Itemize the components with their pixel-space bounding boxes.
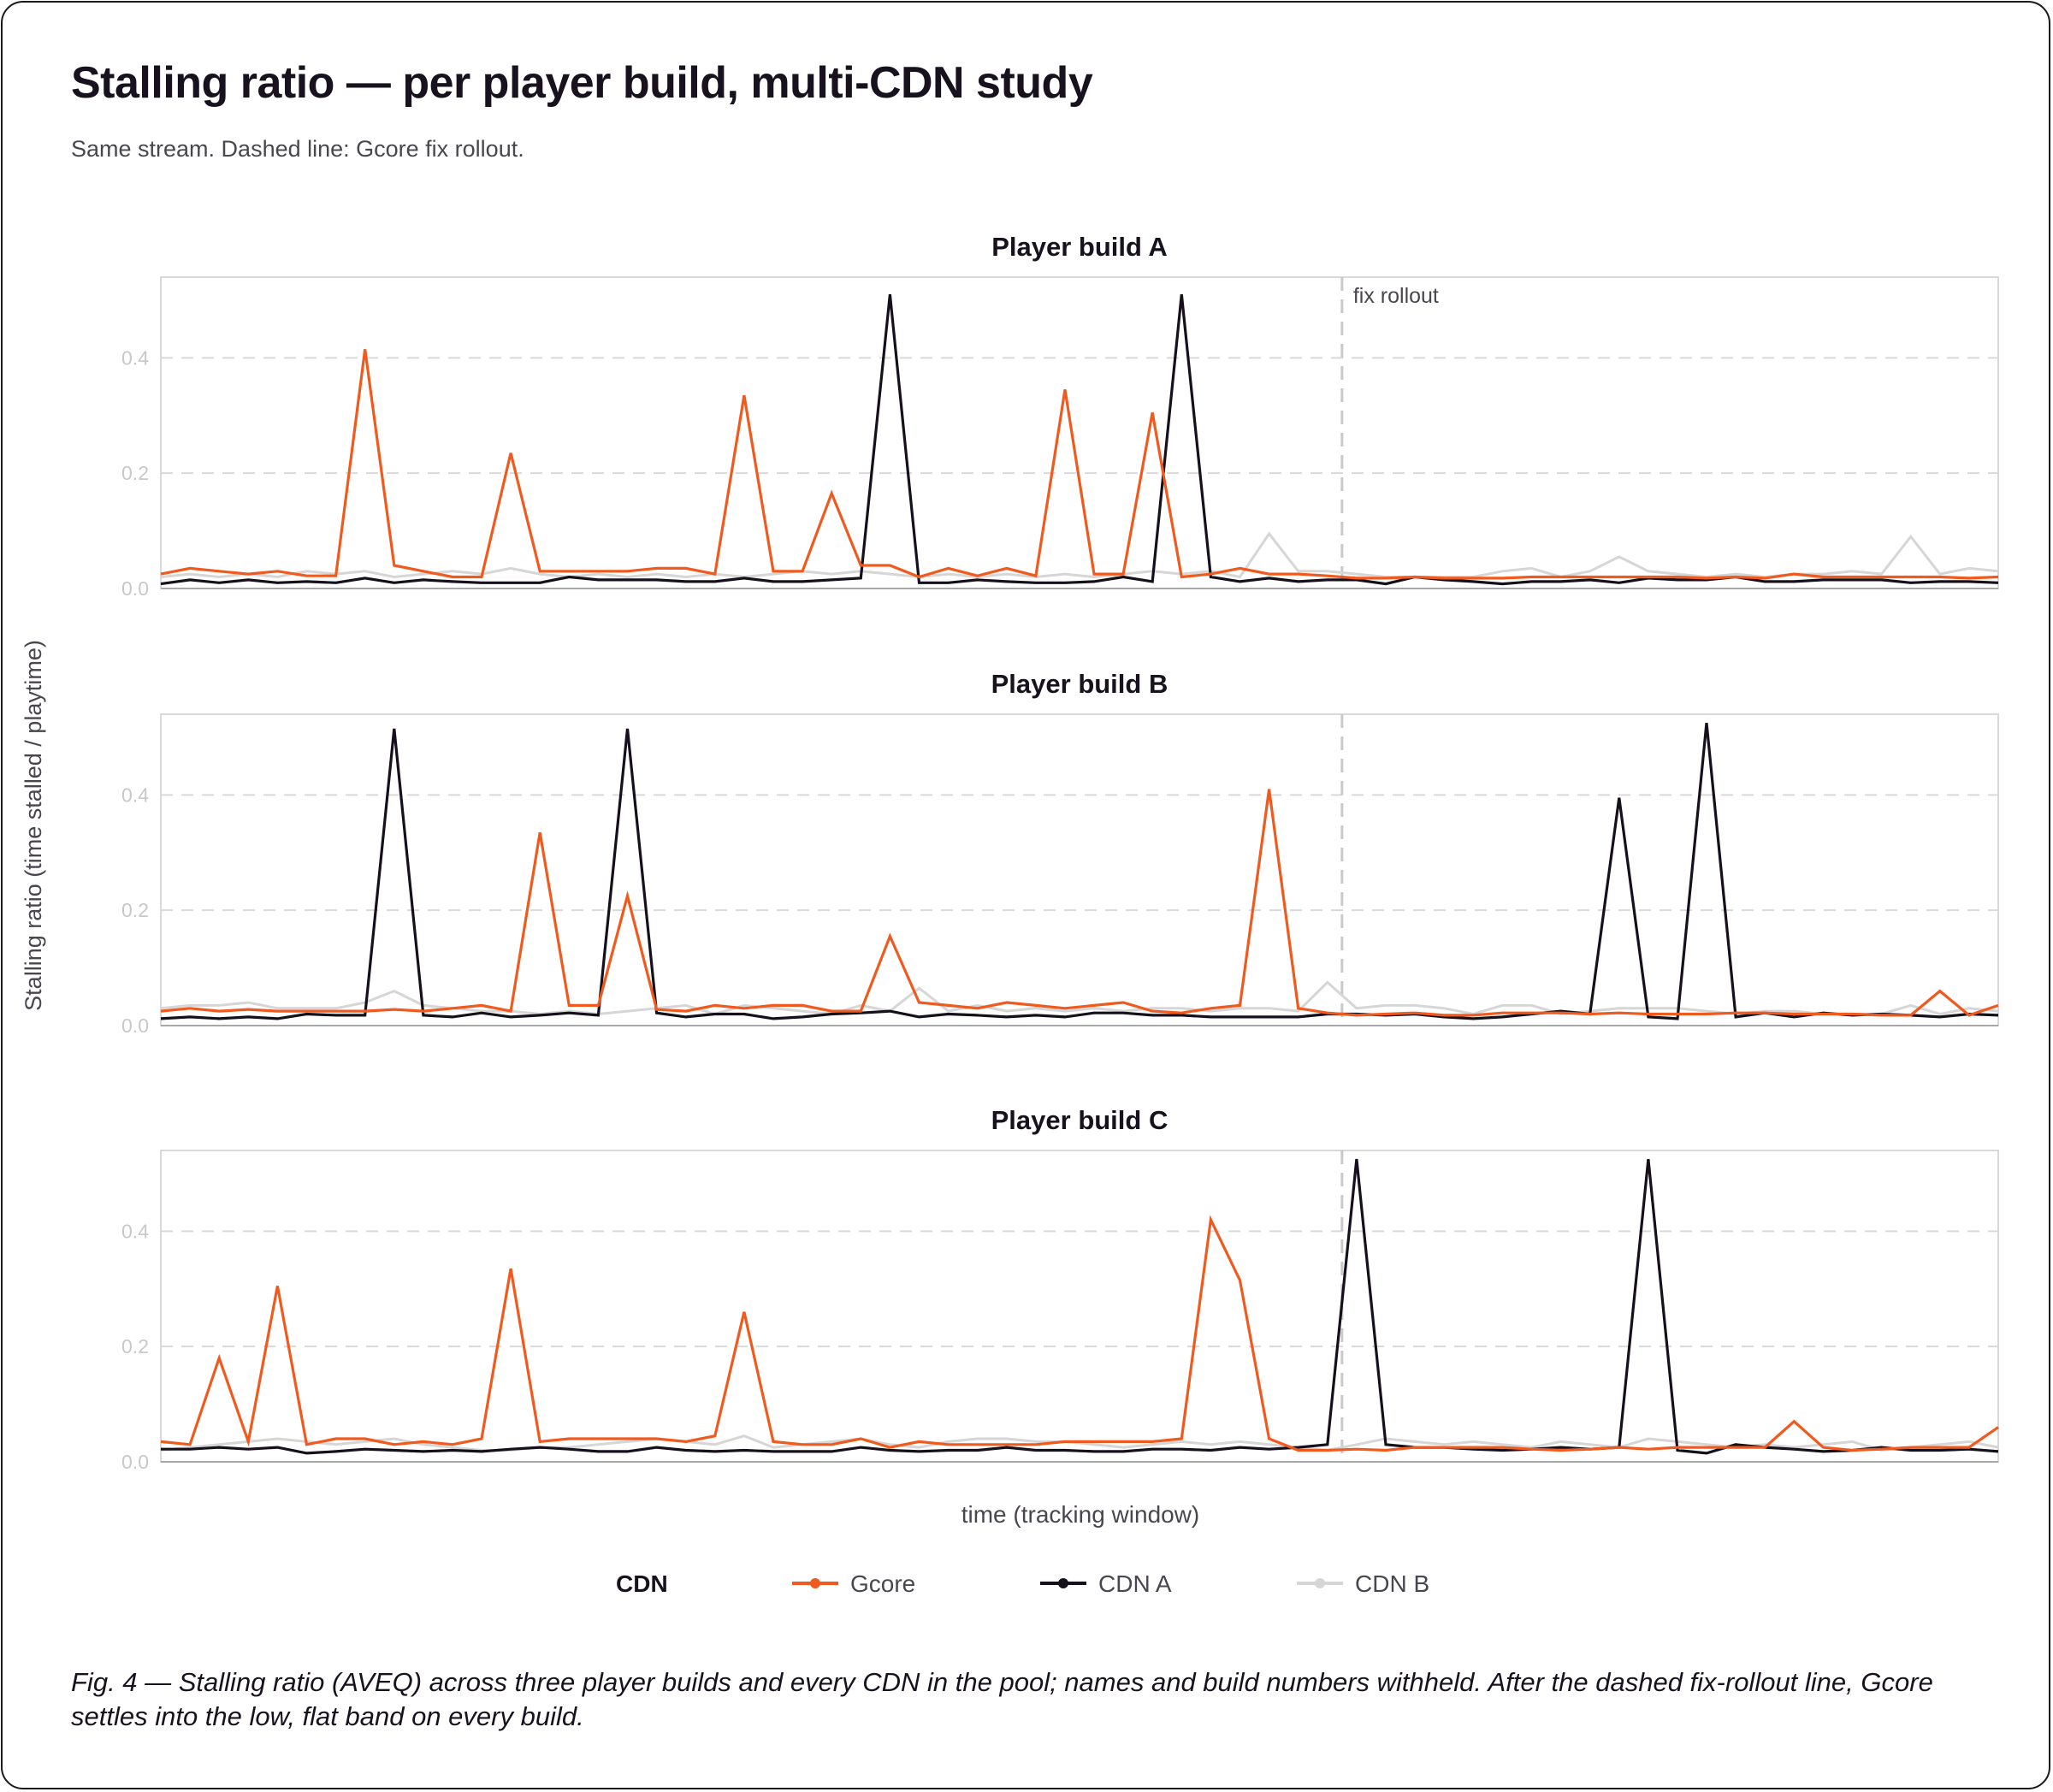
legend-title: CDN: [616, 1570, 668, 1597]
legend-swatch-dot: [1058, 1578, 1068, 1588]
legend-label: Gcore: [850, 1570, 915, 1597]
series-line-cdn-b: [160, 1434, 1999, 1452]
y-tick-label: 0.0: [121, 1451, 149, 1473]
chart-title: Stalling ratio — per player build, multi…: [71, 58, 1093, 108]
x-axis-label: time (tracking window): [961, 1501, 1200, 1528]
legend-label: CDN B: [1355, 1570, 1429, 1597]
figure-caption: Fig. 4 — Stalling ratio (AVEQ) across th…: [71, 1667, 1933, 1731]
panel-title: Player build C: [991, 1105, 1168, 1135]
y-tick-label: 0.0: [121, 1014, 149, 1037]
panel-a: Player build A 0.0 0.2 0.4 fix rollout: [121, 232, 1999, 600]
chart-subtitle: Same stream. Dashed line: Gcore fix roll…: [71, 136, 524, 162]
panel-frame: [160, 1150, 1999, 1463]
y-tick-label: 0.0: [121, 577, 149, 600]
series-line-gcore: [160, 349, 1999, 580]
series-line-cdn-b: [160, 980, 1999, 1016]
y-tick-label: 0.2: [121, 899, 149, 921]
panel-b: Player build B 0.0 0.2 0.4: [121, 669, 1999, 1037]
panel-title: Player build B: [991, 669, 1168, 699]
panel-frame: [160, 276, 1999, 589]
y-tick-label: 0.2: [121, 1335, 149, 1357]
series-line-gcore: [160, 789, 1999, 1017]
series-line-cdn-a: [161, 1158, 1999, 1455]
legend-entry: CDN A: [1040, 1570, 1172, 1597]
y-tick-label: 0.4: [121, 784, 149, 806]
y-tick-label: 0.4: [121, 1220, 149, 1242]
panel-frame: [160, 713, 1999, 1026]
fix-rollout-label: fix rollout: [1353, 284, 1439, 308]
legend-swatch-dot: [1315, 1578, 1325, 1588]
y-tick-label: 0.4: [121, 346, 149, 369]
panel-c: Player build C 0.0 0.2 0.4: [121, 1105, 1999, 1473]
legend-label: CDN A: [1098, 1570, 1172, 1597]
series-line-gcore: [160, 1215, 1999, 1452]
legend-swatch-dot: [810, 1578, 820, 1588]
panel-title: Player build A: [991, 232, 1168, 262]
legend: CDN Gcore CDN A CDN B: [616, 1570, 1429, 1597]
legend-entry: CDN B: [1297, 1570, 1429, 1597]
series-line-cdn-a: [160, 294, 1999, 586]
y-tick-label: 0.2: [121, 462, 149, 484]
series-line-cdn-b: [160, 531, 1999, 579]
legend-entry: Gcore: [792, 1570, 915, 1597]
series-line-cdn-a: [160, 722, 1999, 1020]
y-axis-label: Stalling ratio (time stalled / playtime): [21, 640, 46, 1011]
